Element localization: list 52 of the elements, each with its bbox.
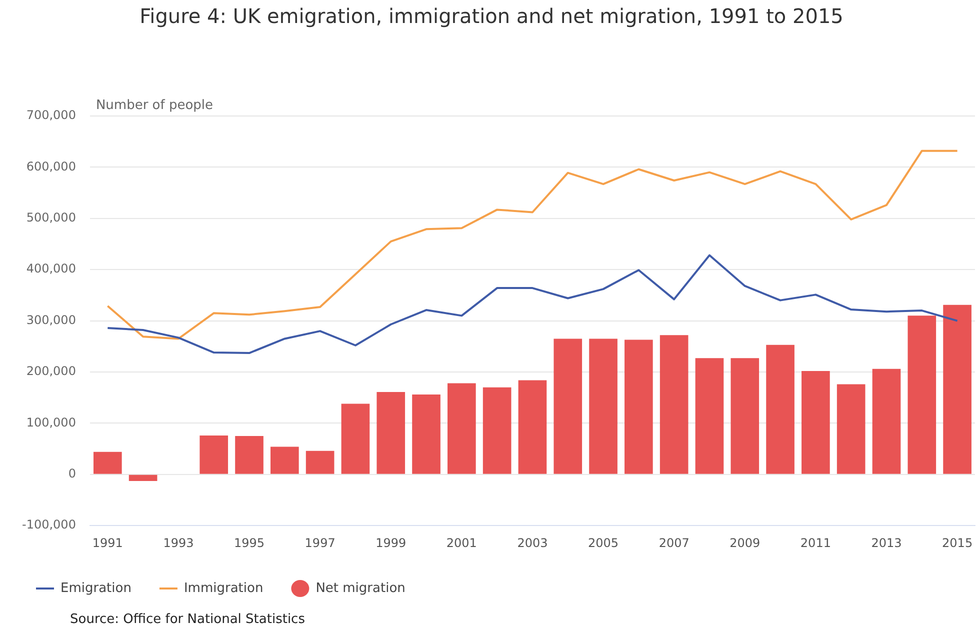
chart-title: Figure 4: UK emigration, immigration and net migration, 1991 to 2015 [140, 4, 844, 28]
y-axis-title: Number of people [96, 98, 214, 113]
bar [93, 452, 122, 474]
y-tick-label: 600,000 [26, 159, 76, 174]
y-tick-label: -100,000 [22, 518, 76, 532]
bar [908, 316, 936, 474]
y-tick-label: 100,000 [26, 415, 76, 430]
bar [943, 304, 972, 474]
bar [624, 340, 653, 474]
y-tick-label: 300,000 [26, 312, 76, 327]
x-tick-label: 1991 [92, 536, 123, 550]
x-tick-label: 2009 [730, 536, 760, 550]
y-tick-label: 200,000 [26, 364, 76, 378]
source-note: Source: Office for National Statistics [70, 612, 305, 627]
bar [412, 394, 440, 474]
bar [695, 358, 724, 474]
x-tick-label: 2015 [942, 536, 973, 550]
legend-label: Emigration [60, 580, 132, 596]
bar [589, 338, 618, 474]
bar [200, 435, 228, 474]
x-tick-label: 2003 [517, 536, 548, 550]
bar [376, 392, 406, 474]
x-tick-label: 2001 [446, 536, 477, 550]
bar [730, 358, 760, 474]
x-tick-label: 2011 [800, 536, 831, 550]
x-tick-label: 1995 [234, 536, 265, 550]
bar [128, 474, 158, 482]
x-tick-label: 2007 [658, 536, 690, 550]
x-tick-label: 1997 [304, 536, 336, 550]
bar [448, 383, 476, 474]
y-tick-label: 400,000 [26, 262, 76, 276]
x-tick-label: 1993 [163, 536, 194, 550]
bar [872, 368, 901, 474]
bar [554, 338, 582, 474]
bar [270, 446, 299, 474]
bar [306, 450, 334, 474]
bar [235, 436, 264, 474]
bar [482, 387, 512, 474]
y-tick-label: 700,000 [26, 108, 76, 122]
bar [766, 344, 794, 474]
x-tick-label: 2005 [588, 536, 619, 550]
legend-label: Immigration [184, 580, 264, 596]
legend-label: Net migration [316, 580, 406, 596]
bar [518, 380, 547, 474]
x-tick-label: 1999 [376, 536, 406, 550]
y-tick-label: 500,000 [26, 210, 76, 225]
bar [836, 384, 866, 474]
x-tick-label: 2013 [871, 536, 902, 550]
bar [802, 370, 830, 474]
bar [341, 404, 370, 474]
bar [660, 335, 688, 474]
y-tick-label: 0 [68, 466, 76, 481]
